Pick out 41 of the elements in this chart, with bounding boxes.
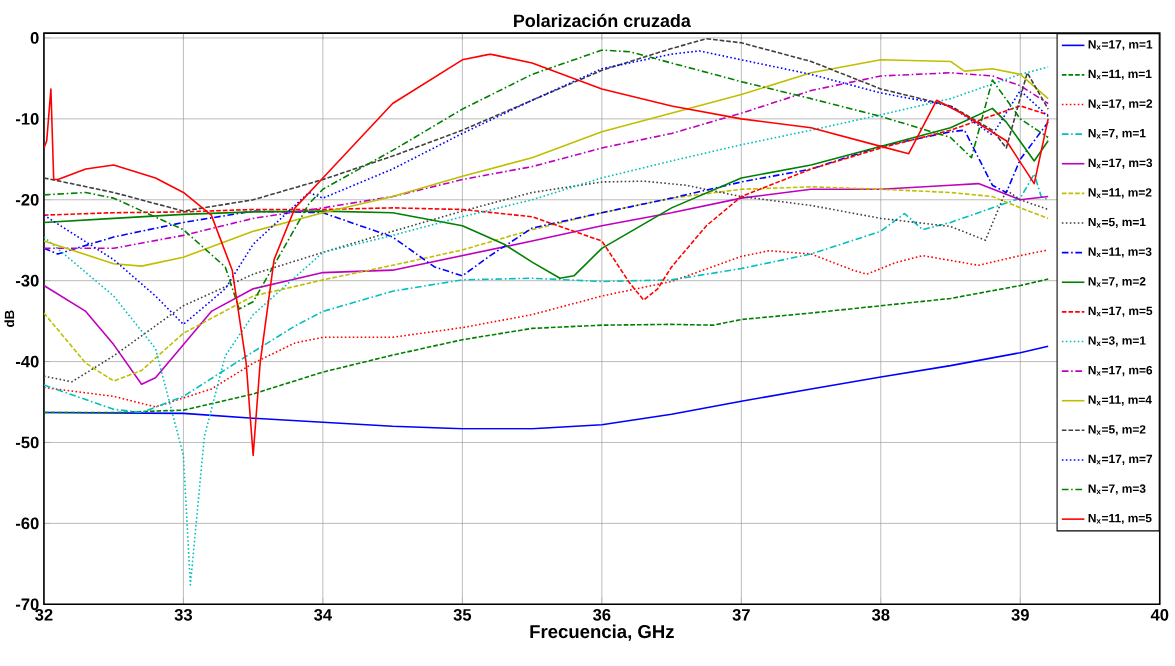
y-axis-title: dB — [4, 310, 15, 328]
x-tick-label: 32 — [35, 609, 53, 621]
legend-label: N$_{x}$=7, m=2 — [1088, 277, 1146, 288]
y-tick-label: -40 — [15, 355, 39, 368]
legend-label: N$_{x}$=11, m=3 — [1088, 247, 1152, 258]
x-tick-label: 37 — [732, 609, 750, 621]
x-tick-label: 35 — [453, 609, 472, 621]
y-tick-label: -70 — [15, 598, 39, 611]
x-tick-label: 36 — [593, 609, 611, 621]
legend-label: N$_{x}$=11, m=2 — [1088, 188, 1152, 199]
x-tick-label: 33 — [174, 609, 193, 621]
legend-label: N$_{x}$=17, m=6 — [1088, 366, 1153, 377]
chart-title: Polarización cruzada — [514, 13, 691, 28]
legend-label: N$_{x}$=17, m=7 — [1088, 454, 1153, 465]
legend-label: N$_{x}$=5, m=2 — [1088, 425, 1146, 436]
legend-label: N$_{x}$=11, m=5 — [1088, 514, 1152, 525]
legend-label: N$_{x}$=11, m=4 — [1088, 395, 1152, 406]
legend-label: N$_{x}$=17, m=1 — [1088, 40, 1153, 51]
legend-label: N$_{x}$=17, m=2 — [1088, 99, 1153, 110]
x-axis-title: Frecuencia, GHz — [530, 624, 674, 641]
line-series — [43, 53, 1049, 457]
x-tick-label: 38 — [871, 609, 890, 621]
legend-label: N$_{x}$=17, m=5 — [1088, 306, 1153, 317]
legend-label: N$_{x}$=7, m=3 — [1088, 484, 1146, 495]
y-tick-label: -30 — [15, 274, 39, 287]
line-series — [43, 38, 1049, 212]
x-tick-label: 34 — [314, 609, 333, 621]
y-tick-label: 0 — [30, 32, 39, 44]
y-tick-label: -50 — [15, 436, 39, 449]
line-series — [43, 66, 1049, 586]
legend-label: N$_{x}$=7, m=1 — [1088, 129, 1146, 140]
legend-label: N$_{x}$=3, m=1 — [1088, 336, 1146, 347]
x-tick-label: 40 — [1150, 609, 1169, 621]
legend-label: N$_{x}$=11, m=1 — [1088, 69, 1152, 80]
y-tick-label: -60 — [15, 517, 39, 530]
y-tick-label: -20 — [15, 193, 39, 206]
x-tick-label: 39 — [1011, 609, 1029, 621]
legend-label: N$_{x}$=5, m=1 — [1088, 217, 1146, 228]
line-series — [43, 278, 1049, 414]
y-tick-label: -10 — [15, 113, 39, 125]
legend-label: N$_{x}$=17, m=3 — [1088, 158, 1153, 169]
